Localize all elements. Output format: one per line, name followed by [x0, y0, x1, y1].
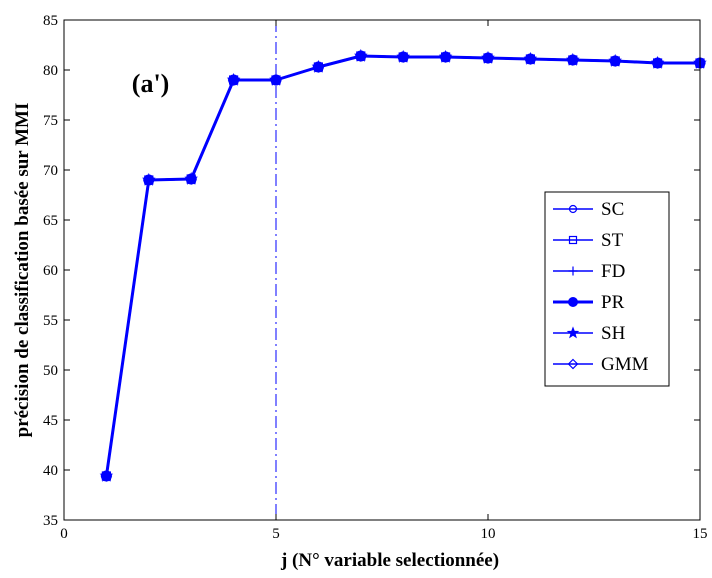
legend-label-pr: PR	[601, 292, 625, 313]
data-point-gmm-shape	[651, 57, 664, 69]
y-tick-label: 45	[43, 413, 58, 429]
data-point-gmm-shape	[439, 51, 452, 63]
y-tick-label: 65	[43, 213, 58, 229]
x-tick-label: 5	[272, 526, 280, 542]
legend-marker-sc	[568, 204, 578, 214]
x-tick-label: 10	[481, 526, 496, 542]
legend-marker-fd-shape	[568, 266, 578, 276]
data-point-gmm	[524, 53, 537, 65]
series-line-gmm	[105, 54, 700, 477]
data-point-gmm-shape	[100, 470, 113, 482]
legend-label-sh: SH	[601, 323, 626, 344]
data-point-gmm	[142, 174, 155, 186]
y-tick-label: 35	[43, 513, 58, 529]
data-point-gmm	[312, 61, 325, 73]
x-axis-title: j (N° variable selectionnée)	[280, 550, 499, 571]
y-tick-label: 70	[43, 163, 58, 179]
axis-ticks: 0 5 10 15 35 40 45 50 55 60 65 70 75 80 85	[43, 13, 708, 542]
legend-label-fd: FD	[601, 261, 625, 282]
y-tick-label: 55	[43, 313, 58, 329]
legend-marker-gmm-shape	[567, 358, 579, 370]
data-point-gmm	[100, 470, 113, 482]
data-point-gmm	[227, 74, 240, 86]
legend-marker-sh-shape	[566, 326, 580, 339]
data-point-gmm	[397, 51, 410, 63]
data-point-gmm-shape	[142, 174, 155, 186]
data-point-gmm	[270, 74, 282, 86]
data-point-gmm	[482, 52, 494, 64]
legend-marker-gmm	[567, 358, 579, 370]
y-axis-title: précision de classification basée sur MM…	[12, 103, 33, 438]
data-point-gmm-shape	[482, 52, 494, 64]
legend-item-st: ST	[553, 230, 624, 251]
legend-marker-sh	[566, 326, 580, 339]
data-point-gmm	[439, 51, 452, 63]
legend-marker-st	[568, 235, 578, 245]
data-point-gmm-shape	[185, 173, 198, 185]
legend-label-gmm: GMM	[601, 354, 649, 375]
y-tick-label: 60	[43, 263, 58, 279]
data-point-gmm	[354, 50, 367, 62]
legend-marker-pr-shape	[568, 297, 578, 307]
legend-item-gmm: GMM	[553, 354, 649, 375]
x-tick-label: 15	[693, 526, 708, 542]
data-point-gmm	[185, 173, 198, 185]
legend-label-sc: SC	[601, 199, 624, 220]
data-point-gmm-shape	[270, 74, 282, 86]
legend-label-st: ST	[601, 230, 624, 251]
y-tick-label: 50	[43, 363, 58, 379]
legend-item-sh: SH	[553, 323, 626, 344]
legend-item-sc: SC	[553, 199, 624, 220]
y-tick-label: 80	[43, 63, 58, 79]
legend-box	[544, 191, 670, 387]
data-point-gmm-shape	[227, 74, 240, 86]
x-tick-label: 0	[60, 526, 68, 542]
y-tick-label: 75	[43, 113, 58, 129]
data-point-gmm	[609, 55, 622, 67]
legend-marker-fd	[568, 266, 578, 276]
data-point-gmm-shape	[609, 55, 622, 67]
data-point-gmm	[566, 54, 579, 66]
legend-item-pr: PR	[553, 292, 625, 313]
legend: SC ST FD PR SH GMM	[544, 191, 670, 387]
data-point-gmm-shape	[566, 54, 579, 66]
plot-area	[99, 20, 707, 520]
data-point-gmm-shape	[312, 61, 325, 73]
legend-marker-st-shape	[568, 235, 578, 245]
panel-annotation: (a')	[132, 69, 170, 98]
legend-item-fd: FD	[553, 261, 625, 282]
y-tick-label: 85	[43, 13, 58, 29]
y-tick-label: 40	[43, 463, 58, 479]
data-point-gmm	[651, 57, 664, 69]
data-point-gmm-shape	[354, 50, 367, 62]
legend-marker-pr	[568, 297, 578, 307]
data-point-gmm-shape	[524, 53, 537, 65]
legend-marker-sc-shape	[568, 204, 578, 214]
data-point-gmm-shape	[397, 51, 410, 63]
series-gmm	[100, 50, 706, 482]
